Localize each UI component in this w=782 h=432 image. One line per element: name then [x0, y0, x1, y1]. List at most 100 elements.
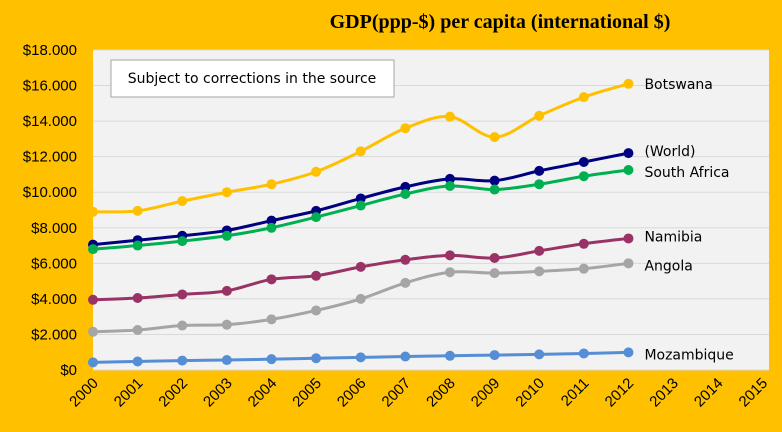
- y-tick-label: $10.000: [23, 184, 77, 201]
- data-point: [400, 277, 411, 288]
- data-point: [623, 233, 634, 244]
- x-tick-label: 2006: [334, 375, 370, 411]
- series-angola: [88, 258, 634, 337]
- y-tick-label: $8.000: [31, 220, 77, 237]
- data-point: [578, 157, 589, 167]
- data-point: [355, 146, 366, 157]
- x-tick-label: 2004: [245, 375, 281, 411]
- data-point: [534, 110, 545, 121]
- x-tick-label: 2014: [691, 375, 727, 411]
- data-point: [489, 175, 500, 186]
- series-label-mozambique: Mozambique: [644, 347, 733, 363]
- series-south-africa: [88, 165, 634, 255]
- series-label-namibia: Namibia: [644, 229, 702, 245]
- data-point: [177, 289, 188, 300]
- data-point: [355, 193, 366, 204]
- chart-title: GDP(ppp-$) per capita (international $): [330, 11, 671, 33]
- x-tick-label: 2010: [512, 375, 548, 411]
- data-point: [578, 238, 589, 249]
- y-tick-label: $14.000: [23, 113, 77, 130]
- series-label-world: (World): [644, 144, 695, 160]
- data-point: [177, 355, 188, 366]
- data-point: [400, 123, 411, 134]
- data-point: [266, 179, 277, 190]
- data-point: [489, 132, 500, 143]
- data-point: [311, 166, 322, 177]
- series-label-angola: Angola: [644, 258, 692, 274]
- data-point: [177, 236, 188, 247]
- data-point: [578, 263, 589, 274]
- data-point: [400, 181, 411, 192]
- series-mozambique: [88, 347, 634, 368]
- data-point: [88, 206, 98, 217]
- data-point: [578, 348, 589, 359]
- data-point: [311, 305, 322, 316]
- series-botswana: [88, 78, 634, 217]
- data-point: [177, 196, 188, 207]
- series-labels: Botswana (World) South Africa Namibia Angola…: [644, 77, 733, 364]
- data-point: [221, 355, 232, 366]
- data-point: [623, 258, 634, 269]
- series-label-botswana: Botswana: [644, 77, 712, 93]
- data-point: [88, 326, 98, 337]
- data-point: [444, 181, 455, 191]
- x-tick-label: 2005: [289, 375, 325, 411]
- x-tick-label: 2012: [602, 375, 638, 411]
- data-point: [444, 111, 455, 122]
- x-tick-label: 2013: [646, 375, 682, 411]
- data-point: [623, 347, 634, 358]
- series-group: [88, 78, 634, 368]
- data-point: [355, 261, 366, 272]
- data-point: [266, 222, 277, 233]
- y-axis: $0 $2.000 $4.000 $6.000 $8.000 $10.000 $12.000…: [23, 42, 77, 379]
- data-point: [88, 357, 98, 368]
- data-point: [489, 350, 500, 361]
- y-tick-label: $16.000: [23, 78, 77, 95]
- data-point: [266, 215, 277, 226]
- note-box-border: [110, 59, 395, 98]
- y-tick-label: $4.000: [31, 291, 77, 308]
- data-point: [534, 179, 545, 190]
- data-point: [355, 200, 366, 211]
- data-point: [221, 230, 232, 241]
- note-text: Subject to corrections in the source: [128, 71, 377, 87]
- data-point: [400, 351, 411, 362]
- y-tick-label: $2.000: [31, 326, 77, 343]
- data-point: [534, 266, 545, 277]
- series-namibia: [88, 233, 634, 305]
- data-point: [132, 205, 143, 216]
- x-tick-label: 2008: [423, 375, 459, 411]
- x-axis: 2000 2001 2002 2003 2004 2005 2006 2007 2008 2009…: [66, 375, 771, 411]
- data-point: [266, 314, 277, 325]
- data-point: [266, 354, 277, 365]
- x-tick-label: 2000: [66, 375, 102, 411]
- data-point: [444, 267, 455, 278]
- x-tick-label: 2015: [736, 375, 772, 411]
- plot-area: [93, 50, 769, 370]
- gridlines: [93, 49, 769, 371]
- data-point: [534, 165, 545, 176]
- data-point: [221, 319, 232, 330]
- data-point: [221, 187, 232, 198]
- data-point: [489, 253, 500, 263]
- data-point: [311, 270, 322, 281]
- data-point: [400, 189, 411, 199]
- y-tick-label: $18.000: [23, 42, 77, 59]
- data-point: [266, 274, 277, 285]
- data-point: [623, 148, 634, 159]
- data-point: [623, 78, 634, 89]
- x-tick-label: 2003: [200, 375, 236, 411]
- data-point: [132, 356, 143, 367]
- y-tick-label: $6.000: [31, 255, 77, 272]
- data-point: [489, 268, 500, 279]
- data-point: [177, 320, 188, 331]
- data-point: [623, 165, 634, 175]
- y-tick-label: $12.000: [23, 149, 77, 166]
- data-point: [311, 212, 322, 223]
- data-point: [534, 245, 545, 256]
- data-point: [444, 250, 455, 261]
- series-label-south-africa: South Africa: [644, 165, 729, 181]
- data-point: [221, 285, 232, 296]
- data-point: [132, 325, 143, 335]
